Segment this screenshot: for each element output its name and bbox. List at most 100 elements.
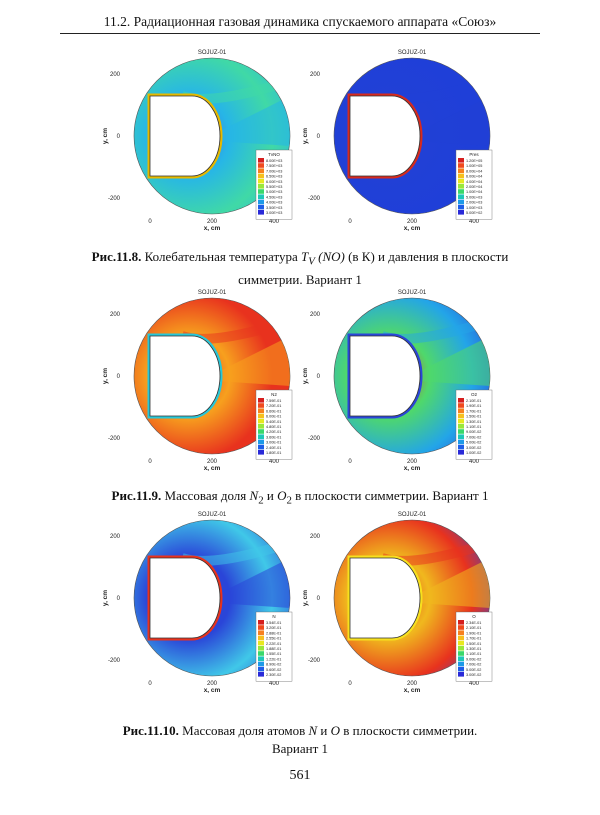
legend-swatch — [258, 434, 264, 439]
capsule-body — [149, 557, 221, 639]
legend-value: 5.00E-02 — [466, 441, 481, 445]
legend-swatch — [458, 439, 464, 445]
capsule-body — [349, 335, 421, 417]
legend-value: 7.20E-01 — [266, 404, 281, 408]
legend-swatch — [458, 168, 464, 173]
figure-11-10-right-panel: SOJUZ-01 200 0 -200 0 200 400 x, cm y, cm O 2.34E-… — [300, 506, 496, 706]
x-tick-label: 200 — [407, 459, 418, 465]
legend-value: 5.00E-02 — [466, 668, 481, 672]
figure-11-9-left-panel: SOJUZ-01 200 0 -200 0 200 400 x, cm y, cm N2 7.59E… — [100, 284, 296, 484]
caption-figure-11-9: Рис.11.9. Массовая доля N2 и O2 в плоско… — [111, 488, 489, 507]
figure-11-8-right-panel: SOJUZ-01 200 0 -200 0 200 400 x, cm y, cm Pres 1.2… — [300, 44, 496, 244]
y-tick-label: -200 — [308, 436, 321, 442]
legend-value: 4.80E-01 — [266, 425, 281, 429]
y-tick-label: 0 — [117, 596, 121, 602]
x-tick-label: 0 — [348, 681, 352, 687]
legend-value: 2.34E-01 — [466, 621, 481, 625]
legend-swatch — [258, 630, 264, 635]
legend-swatch — [458, 163, 464, 168]
legend-value: 3.00E-02 — [466, 673, 481, 677]
y-tick-label: 200 — [310, 534, 321, 540]
x-tick-label: 200 — [207, 681, 218, 687]
legend-value: 8.90E-02 — [266, 663, 281, 667]
legend-value: 5.40E-01 — [266, 420, 281, 424]
legend-value: 1.30E-01 — [466, 647, 481, 651]
legend-value: 6.00E+04 — [466, 175, 482, 179]
legend-swatch — [458, 184, 464, 189]
math-tv: T — [301, 249, 309, 264]
legend-value: 6.50E+03 — [266, 175, 282, 179]
capsule-body — [349, 95, 421, 177]
figure-11-9-right-panel: SOJUZ-01 200 0 -200 0 200 400 x, cm y, cm O2 2.10E… — [300, 284, 496, 484]
legend-value: 8.00E+04 — [466, 169, 482, 173]
y-tick-label: -200 — [108, 658, 121, 664]
legend-swatch — [458, 418, 464, 424]
legend-swatch — [458, 630, 464, 635]
legend-value: 1.00E+05 — [466, 164, 482, 168]
x-tick-label: 400 — [269, 459, 280, 465]
y-axis-label: y, cm — [102, 368, 109, 384]
x-tick-label: 200 — [407, 681, 418, 687]
legend-swatch — [258, 189, 264, 194]
x-axis-label: x, cm — [204, 465, 221, 472]
y-tick-label: 0 — [317, 596, 321, 602]
plot-title: SOJUZ-01 — [398, 50, 427, 56]
legend-value: 7.00E+03 — [266, 169, 282, 173]
legend-swatch — [258, 620, 264, 625]
legend-value: 6.60E-01 — [266, 409, 281, 413]
legend-value: 1.10E-01 — [466, 652, 481, 656]
legend-value: 1.00E+03 — [466, 206, 482, 210]
legend-swatch — [258, 199, 264, 205]
x-tick-label: 400 — [269, 219, 280, 225]
legend-value: 7.50E+03 — [266, 164, 282, 168]
x-axis-label: x, cm — [404, 225, 421, 232]
legend-swatch — [458, 194, 464, 199]
y-tick-label: 200 — [110, 534, 121, 540]
legend-value: 4.50E+03 — [266, 195, 282, 199]
legend-swatch — [458, 620, 464, 625]
legend-swatch — [458, 413, 464, 419]
legend-value: 2.10E-01 — [466, 399, 481, 403]
legend-swatch — [258, 656, 264, 661]
y-tick-label: 200 — [310, 72, 321, 78]
legend-swatch — [258, 408, 264, 413]
wake-region — [402, 96, 490, 146]
legend-swatch — [258, 635, 264, 641]
legend-swatch — [458, 672, 464, 677]
legend-swatch — [258, 429, 264, 434]
x-axis-label: x, cm — [204, 225, 221, 232]
legend-swatch — [258, 403, 264, 408]
legend-value: 2.00E+04 — [466, 185, 482, 189]
legend-swatch — [458, 434, 464, 439]
legend-value: 1.50E-01 — [466, 642, 481, 646]
plot-title: SOJUZ-01 — [198, 290, 227, 296]
x-tick-label: 0 — [148, 681, 152, 687]
legend-value: 1.80E-01 — [266, 451, 281, 455]
x-tick-label: 0 — [148, 219, 152, 225]
x-axis-label: x, cm — [404, 687, 421, 694]
legend-swatch — [258, 651, 264, 656]
legend-value: 2.00E+03 — [466, 201, 482, 205]
legend-swatch — [258, 413, 264, 419]
caption-figure-11-8: Рис.11.8. Колебательная температура TV (… — [91, 249, 509, 287]
legend-swatch — [258, 661, 264, 667]
caption-label: Рис.11.8. — [91, 249, 142, 264]
legend-swatch — [458, 656, 464, 661]
legend-swatch — [458, 204, 464, 210]
legend-swatch — [258, 210, 264, 215]
legend-swatch — [258, 194, 264, 199]
legend-value: 7.00E-02 — [466, 663, 481, 667]
legend-swatch — [258, 204, 264, 210]
capsule-body — [149, 95, 221, 177]
legend-swatch — [458, 158, 464, 163]
legend-swatch — [458, 646, 464, 651]
y-tick-label: 200 — [110, 312, 121, 318]
plot-title: SOJUZ-01 — [198, 50, 227, 56]
y-tick-label: 0 — [117, 374, 121, 380]
legend-title: Pres — [469, 152, 479, 157]
legend-swatch — [458, 651, 464, 656]
header-rule — [60, 33, 540, 34]
plot-title: SOJUZ-01 — [398, 512, 427, 518]
legend-value: 3.20E-01 — [266, 626, 281, 630]
legend-swatch — [258, 418, 264, 424]
